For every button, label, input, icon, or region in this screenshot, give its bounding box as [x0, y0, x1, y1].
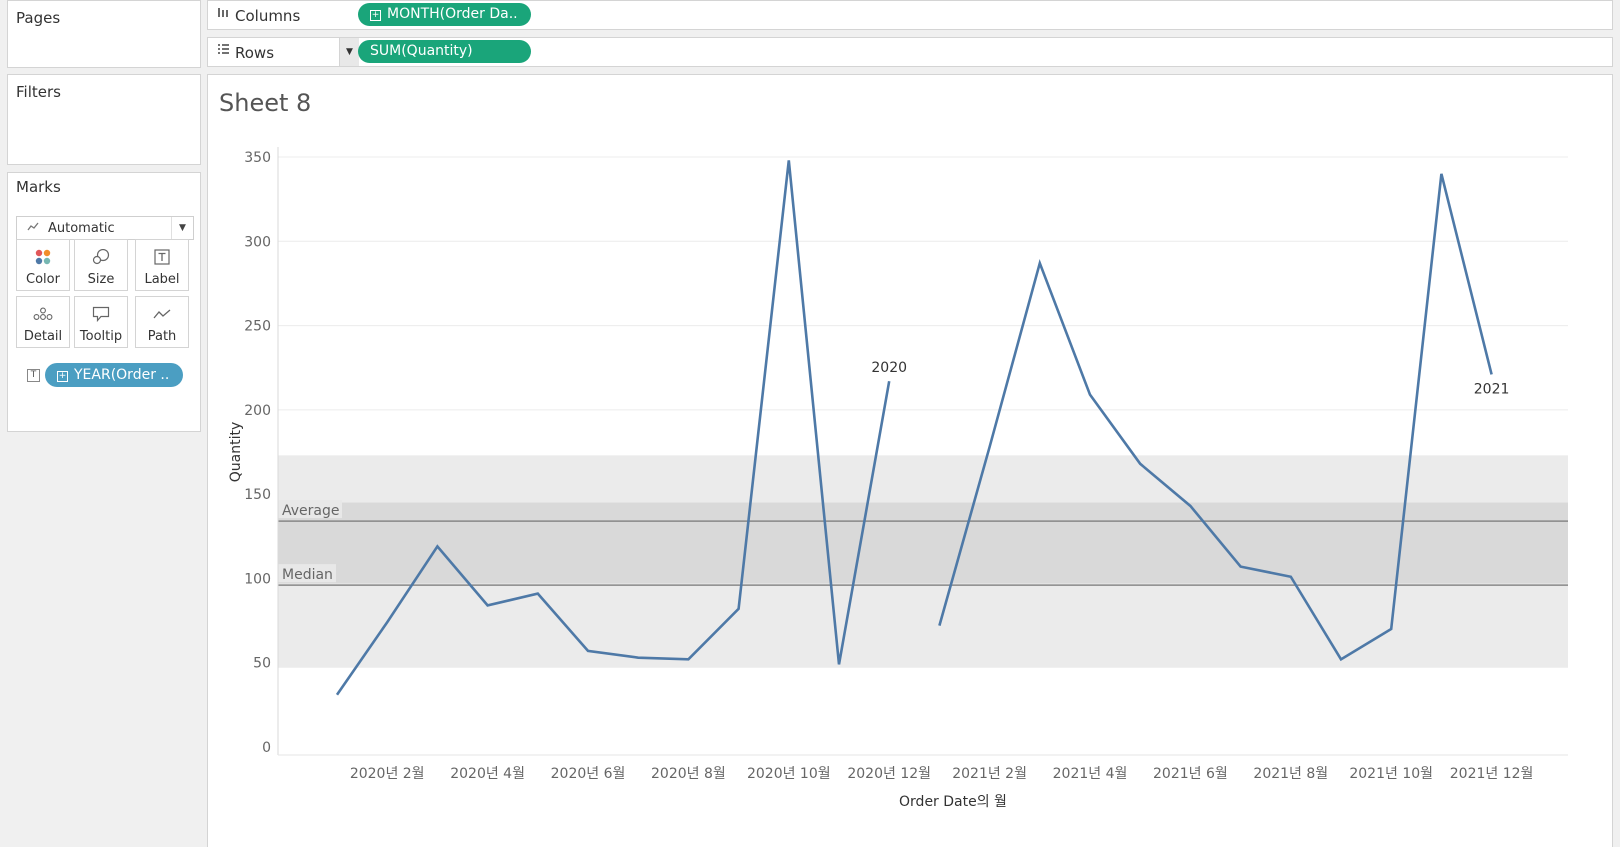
rows-pill-label: SUM(Quantity) — [370, 43, 473, 59]
label-button-label: Label — [144, 272, 180, 287]
y-tick-label: 150 — [244, 487, 271, 503]
x-tick-label: 2020년 10월 — [747, 766, 831, 782]
reference-line-label: Average — [282, 503, 340, 519]
x-tick-label: 2020년 4월 — [450, 766, 525, 782]
path-line-icon — [136, 305, 188, 323]
reference-line-label: Median — [282, 567, 333, 583]
y-tick-label: 100 — [244, 571, 271, 587]
detail-button[interactable]: Detail — [16, 296, 70, 348]
x-tick-label: 2021년 6월 — [1153, 766, 1228, 782]
x-tick-label: 2021년 12월 — [1450, 766, 1534, 782]
tooltip-button[interactable]: Tooltip — [74, 296, 128, 348]
sum-quantity-pill[interactable]: SUM(Quantity) — [358, 40, 531, 63]
color-button[interactable]: Color — [16, 239, 70, 291]
month-order-date-pill[interactable]: + MONTH(Order Da.. — [358, 3, 531, 26]
x-tick-label: 2021년 10월 — [1349, 766, 1433, 782]
y-tick-label: 350 — [244, 150, 271, 166]
filters-card[interactable]: Filters — [7, 74, 201, 165]
x-tick-label: 2021년 8월 — [1253, 766, 1328, 782]
size-button-label: Size — [87, 272, 115, 287]
label-field-row: T + YEAR(Order .. — [16, 363, 194, 389]
chevron-down-icon[interactable]: ▼ — [339, 38, 359, 66]
mark-type-dropdown[interactable]: Automatic ▼ — [16, 216, 194, 240]
y-axis-title: Quantity — [228, 422, 244, 483]
y-tick-label: 250 — [244, 319, 271, 335]
size-button[interactable]: Size — [74, 239, 128, 291]
x-tick-label: 2020년 2월 — [350, 766, 425, 782]
series-line-2020 — [335, 160, 891, 696]
columns-shelf-label: Columns — [208, 1, 358, 29]
columns-label: Columns — [235, 7, 301, 25]
y-tick-label: 0 — [262, 740, 271, 756]
rows-label: Rows — [235, 44, 275, 62]
y-tick-label: 50 — [253, 656, 271, 672]
series-label: 2020 — [871, 360, 907, 376]
x-tick-label: 2020년 6월 — [551, 766, 626, 782]
color-dots-icon — [17, 248, 69, 266]
detail-dots-icon — [17, 305, 69, 323]
year-pill-label: YEAR(Order .. — [74, 367, 170, 383]
label-button[interactable]: Label — [135, 239, 189, 291]
sheet-view: Sheet 8 Average Median 0 50 100 150 200 250 300 3… — [207, 74, 1613, 847]
pages-card[interactable]: Pages — [7, 0, 201, 68]
filters-title: Filters — [16, 83, 61, 101]
sheet-title: Sheet 8 — [219, 89, 312, 117]
detail-button-label: Detail — [23, 329, 63, 344]
year-order-date-pill[interactable]: + YEAR(Order .. — [45, 363, 183, 387]
tooltip-bubble-icon — [75, 305, 127, 323]
columns-icon — [217, 6, 229, 22]
x-tick-label: 2020년 8월 — [651, 766, 726, 782]
path-button-label: Path — [147, 329, 177, 344]
rows-icon — [217, 43, 230, 59]
marks-card: Marks Automatic ▼ Color Size Label De — [7, 172, 201, 432]
rows-shelf-label: Rows ▼ — [208, 38, 359, 66]
pages-title: Pages — [16, 9, 61, 27]
reference-label-bg — [278, 500, 342, 519]
y-tick-label: 300 — [244, 234, 271, 250]
columns-shelf[interactable]: Columns + MONTH(Order Da.. — [207, 0, 1613, 30]
x-tick-label: 2020년 12월 — [847, 766, 931, 782]
reference-label-bg — [278, 564, 336, 583]
expand-plus-icon: + — [57, 371, 68, 382]
series-line-2021 — [938, 173, 1493, 662]
columns-pill-label: MONTH(Order Da.. — [387, 6, 518, 22]
chart[interactable]: Average Median 0 50 100 150 200 250 300 350 2020년 … — [208, 75, 1614, 847]
series-label: 2021 — [1474, 381, 1510, 397]
color-button-label: Color — [26, 272, 60, 287]
y-tick-label: 200 — [244, 403, 271, 419]
x-axis-title: Order Date의 월 — [899, 794, 1007, 810]
x-tick-label: 2021년 4월 — [1053, 766, 1128, 782]
line-chart-icon — [27, 221, 39, 235]
path-button[interactable]: Path — [135, 296, 189, 348]
text-label-icon: T — [27, 369, 40, 382]
size-circles-icon — [75, 248, 127, 266]
rows-shelf[interactable]: Rows ▼ SUM(Quantity) — [207, 37, 1613, 67]
text-label-icon — [136, 248, 188, 266]
reference-band — [278, 502, 1568, 584]
mark-type-label: Automatic — [48, 221, 115, 236]
chevron-down-icon[interactable]: ▼ — [171, 217, 193, 239]
x-tick-label: 2021년 2월 — [952, 766, 1027, 782]
expand-plus-icon: + — [370, 10, 381, 21]
marks-title: Marks — [16, 178, 61, 196]
tooltip-button-label: Tooltip — [79, 329, 123, 344]
